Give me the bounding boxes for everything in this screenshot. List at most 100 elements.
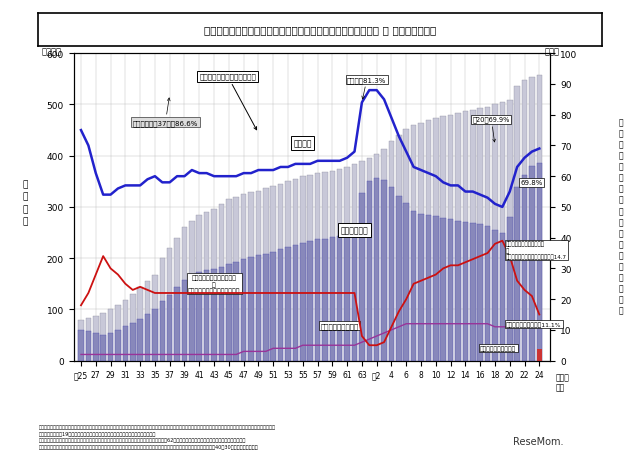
Bar <box>403 204 409 361</box>
Bar <box>271 187 276 361</box>
Bar <box>182 228 188 361</box>
Bar <box>426 215 431 361</box>
Text: （注）１　「進学も就職もしていない者」とは、家事の手伝いなど就職でも「大学院等への進学者」や「専修学校・外国の学校等入学者」等でもないことが明らかな者である。
: （注）１ 「進学も就職もしていない者」とは、家事の手伝いなど就職でも「大学院等へ… <box>38 424 275 449</box>
Bar <box>189 222 195 361</box>
Bar <box>322 239 328 361</box>
Bar <box>241 195 246 361</box>
Bar <box>138 288 143 361</box>
Bar <box>204 212 209 361</box>
Text: （％）: （％） <box>545 47 560 56</box>
Bar <box>352 165 357 361</box>
Bar <box>515 188 520 361</box>
Bar <box>234 262 239 361</box>
Bar <box>152 309 157 361</box>
Bar <box>419 124 424 361</box>
Bar <box>145 314 150 361</box>
Bar <box>86 318 91 361</box>
Bar <box>522 176 527 361</box>
Text: 卒業者数: 卒業者数 <box>294 139 312 148</box>
Bar <box>470 110 476 361</box>
Bar <box>337 236 342 361</box>
Bar <box>455 222 461 361</box>
Bar <box>359 161 365 361</box>
Bar <box>381 181 387 361</box>
Bar <box>263 189 269 361</box>
Bar <box>440 116 446 361</box>
Bar <box>381 150 387 361</box>
Bar <box>477 225 483 361</box>
Bar <box>367 158 372 361</box>
Bar <box>108 310 113 361</box>
Bar <box>536 350 542 361</box>
Text: 進学も就職もしていない者
＋
一時的な仕事に就いた者の比率　14.7: 進学も就職もしていない者 ＋ 一時的な仕事に就いた者の比率 14.7 <box>506 241 567 260</box>
Bar <box>123 327 128 361</box>
Bar <box>396 196 402 361</box>
Bar <box>507 218 513 361</box>
Bar <box>522 81 527 361</box>
Bar <box>536 76 542 361</box>
Bar <box>182 281 188 361</box>
Text: 大学院等への進学率　11.1%: 大学院等への進学率 11.1% <box>506 321 561 327</box>
Bar <box>278 250 284 361</box>
Bar <box>130 295 136 361</box>
Bar <box>344 233 350 361</box>
Bar <box>492 105 498 361</box>
Bar <box>255 256 261 361</box>
Text: 過去最高　昭37年　86.6%: 過去最高 昭37年 86.6% <box>132 99 198 126</box>
Bar <box>529 78 534 361</box>
Bar <box>374 155 380 361</box>
Bar <box>337 170 342 361</box>
Bar <box>234 197 239 361</box>
Bar <box>448 115 453 361</box>
Bar <box>86 331 91 361</box>
Bar <box>211 210 217 361</box>
Bar <box>529 166 534 361</box>
Text: 正規の職員等でない者: 正規の職員等でない者 <box>480 346 516 351</box>
Text: 年３月
卒業: 年３月 卒業 <box>556 372 570 391</box>
Bar <box>159 258 165 361</box>
Bar <box>248 192 254 361</box>
Bar <box>93 333 99 361</box>
Bar <box>500 103 505 361</box>
Bar <box>344 168 350 361</box>
Bar <box>300 177 305 361</box>
Bar <box>455 113 461 361</box>
Bar <box>263 254 269 361</box>
Bar <box>396 136 402 361</box>
Text: （千人）: （千人） <box>42 47 61 56</box>
Bar <box>196 272 202 361</box>
Bar <box>411 212 417 361</box>
Bar <box>433 216 438 361</box>
Bar <box>226 265 232 361</box>
Bar <box>411 126 417 361</box>
Bar <box>219 267 224 361</box>
Text: 大学院等への進学率: 大学院等への進学率 <box>321 323 359 329</box>
Text: 69.8%: 69.8% <box>521 180 543 186</box>
Bar <box>307 175 313 361</box>
Bar <box>123 300 128 361</box>
Bar <box>374 178 380 361</box>
Bar <box>278 184 284 361</box>
Bar <box>211 270 217 361</box>
Bar <box>515 87 520 361</box>
Bar <box>159 301 165 361</box>
Bar <box>403 130 409 361</box>
Bar <box>500 233 505 361</box>
Bar <box>292 179 298 361</box>
Text: ReseМom.: ReseМom. <box>513 437 563 446</box>
Bar <box>448 220 453 361</box>
Bar <box>78 320 84 361</box>
Bar <box>108 333 113 361</box>
Bar <box>536 164 542 361</box>
Bar <box>285 182 291 361</box>
Bar <box>226 200 232 361</box>
Bar <box>300 243 305 361</box>
Bar <box>115 330 121 361</box>
Bar <box>440 219 446 361</box>
Bar <box>100 335 106 361</box>
Text: 卒
業
者
数: 卒 業 者 数 <box>23 180 28 226</box>
Bar <box>426 120 431 361</box>
Bar <box>248 258 254 361</box>
Text: 卒業者に占める就職者の割合: 卒業者に占める就職者の割合 <box>199 74 257 130</box>
Bar <box>271 253 276 361</box>
